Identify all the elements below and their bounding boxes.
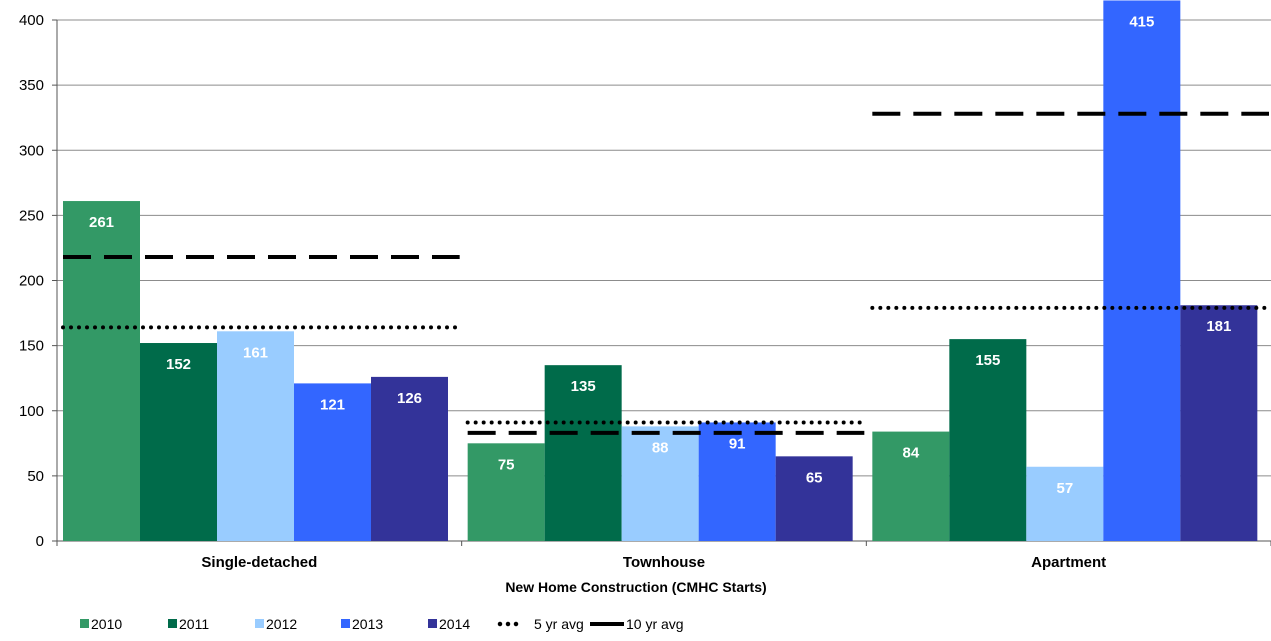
bar-value-label: 84 <box>902 445 919 462</box>
bar-value-label: 88 <box>652 439 669 456</box>
bar-2013-apartment <box>1103 0 1181 541</box>
bar-2014-single-detached <box>371 376 448 541</box>
bar-value-label: 161 <box>243 344 268 361</box>
bar-value-label: 415 <box>1129 13 1154 30</box>
y-tick-label: 250 <box>19 207 44 224</box>
bar-value-label: 75 <box>498 456 515 473</box>
legend-swatch-2013 <box>341 619 350 628</box>
y-tick-label: 150 <box>19 338 44 355</box>
y-tick-label: 350 <box>19 77 44 94</box>
legend-swatch-2011 <box>168 619 177 628</box>
bar-value-label: 57 <box>1056 480 1073 497</box>
legend-label: 10 yr avg <box>626 616 684 632</box>
category-label: Single-detached <box>201 554 317 571</box>
legend-label: 2012 <box>266 616 297 632</box>
bar-2012-apartment <box>1026 466 1104 541</box>
bar-value-label: 261 <box>89 214 114 231</box>
bar-value-label: 181 <box>1206 318 1231 335</box>
bar-2013-single-detached <box>294 383 371 541</box>
bar-2011-apartment <box>949 339 1027 541</box>
y-tick-label: 300 <box>19 142 44 159</box>
y-tick-label: 200 <box>19 273 44 290</box>
bar-2013-townhouse <box>698 422 776 541</box>
legend-label: 2011 <box>179 616 209 632</box>
y-tick-label: 0 <box>36 533 44 550</box>
bar-2012-townhouse <box>621 426 699 541</box>
bar-2010-townhouse <box>467 443 545 541</box>
legend-swatch-2010 <box>80 619 89 628</box>
category-label: Apartment <box>1031 554 1106 571</box>
bar-2010-single-detached <box>63 201 140 542</box>
y-tick-label: 400 <box>19 12 44 29</box>
category-label: Townhouse <box>623 554 705 571</box>
bar-value-label: 155 <box>975 352 1000 369</box>
legend-label: 2010 <box>91 616 122 632</box>
bar-value-label: 121 <box>320 396 345 413</box>
x-axis-title: New Home Construction (CMHC Starts) <box>505 579 766 595</box>
legend-swatch-2014 <box>428 619 437 628</box>
bar-2012-single-detached <box>217 331 294 541</box>
bar-value-label: 65 <box>806 469 823 486</box>
bar-value-label: 91 <box>729 435 746 452</box>
legend-label: 2013 <box>352 616 383 632</box>
bar-value-label: 152 <box>166 356 191 373</box>
bar-2011-townhouse <box>544 365 622 541</box>
y-tick-label: 100 <box>19 403 44 420</box>
bar-2014-apartment <box>1180 305 1258 541</box>
bar-2011-single-detached <box>140 343 217 541</box>
legend-label: 2014 <box>439 616 470 632</box>
legend-swatch-2012 <box>255 619 264 628</box>
bar-2014-townhouse <box>775 456 853 541</box>
bar-value-label: 135 <box>571 378 596 395</box>
bar-value-label: 126 <box>397 390 422 407</box>
bar-2010-apartment <box>872 431 950 541</box>
legend-label: 5 yr avg <box>534 616 584 632</box>
y-tick-label: 50 <box>27 468 44 485</box>
